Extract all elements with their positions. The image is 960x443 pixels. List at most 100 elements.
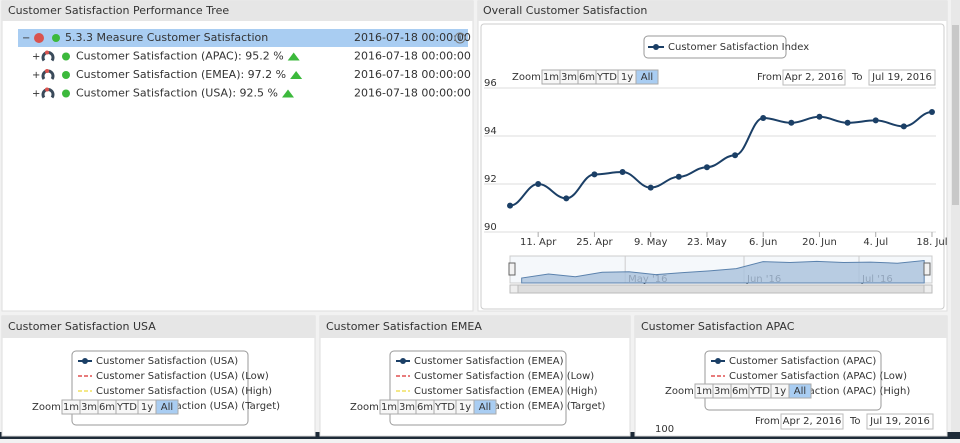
- y-tick-label: 94: [484, 126, 497, 137]
- zoom-button[interactable]: [635, 69, 659, 85]
- legend-label[interactable]: Customer Satisfaction (APAC) (Low): [729, 371, 907, 382]
- zoom-button-label[interactable]: 6m: [732, 386, 748, 397]
- series-line: [509, 111, 933, 207]
- panel-header: [478, 1, 947, 21]
- scroll-thumb[interactable]: [952, 25, 959, 205]
- legend-label[interactable]: Customer Satisfaction (USA): [96, 356, 238, 367]
- legend-label[interactable]: Customer Satisfaction (USA) (Low): [96, 371, 269, 382]
- to-input[interactable]: [866, 413, 934, 430]
- legend-marker: [653, 44, 659, 50]
- point[interactable]: [563, 195, 570, 202]
- point[interactable]: [732, 152, 739, 159]
- status-dot: [62, 52, 70, 61]
- tree-label[interactable]: Customer Satisfaction (USA): 92.5 %: [76, 87, 278, 100]
- zoom-button[interactable]: [155, 399, 179, 415]
- zoom-button-label[interactable]: 3m: [81, 402, 97, 413]
- legend-label[interactable]: Customer Satisfaction (EMEA) (High): [414, 386, 598, 397]
- zoom-button-label[interactable]: All: [794, 386, 806, 397]
- zoom-button-label[interactable]: YTD: [596, 72, 617, 83]
- from-date[interactable]: Apr 2, 2016: [785, 72, 844, 83]
- expander[interactable]: +: [32, 52, 40, 63]
- expander[interactable]: +: [32, 70, 40, 81]
- tree-label[interactable]: 5.3.3 Measure Customer Satisfaction: [65, 31, 268, 44]
- point[interactable]: [507, 202, 514, 209]
- point[interactable]: [900, 123, 907, 130]
- zoom-button-label[interactable]: 3m: [714, 386, 730, 397]
- legend-label[interactable]: Customer Satisfaction (USA) (Target): [96, 401, 280, 412]
- expander[interactable]: −: [22, 33, 30, 44]
- point[interactable]: [760, 115, 767, 121]
- panel-header: [320, 316, 630, 338]
- zoom-button-label[interactable]: 1y: [774, 386, 786, 397]
- navigator-handle[interactable]: [508, 262, 516, 276]
- legend-label[interactable]: Customer Satisfaction (APAC) (High): [729, 386, 910, 397]
- zoom-button-label[interactable]: 6m: [417, 402, 433, 413]
- info-icon[interactable]: [454, 32, 466, 44]
- point[interactable]: [844, 119, 851, 126]
- scrollbar[interactable]: [951, 0, 960, 432]
- navigator-handle[interactable]: [923, 262, 931, 276]
- zoom-button-label[interactable]: YTD: [749, 386, 770, 397]
- legend-label[interactable]: Customer Satisfaction (EMEA): [414, 356, 564, 367]
- from-input[interactable]: [782, 69, 846, 86]
- point[interactable]: [816, 113, 823, 120]
- legend-marker: [715, 358, 721, 364]
- panel-title: Customer Satisfaction USA: [8, 320, 156, 333]
- point[interactable]: [535, 181, 542, 187]
- navigator-scroll-thumb[interactable]: [517, 284, 925, 294]
- zoom-button-label[interactable]: All: [161, 402, 173, 413]
- y-tick-label: 100: [655, 424, 674, 435]
- legend-label[interactable]: Customer Satisfaction Index: [668, 42, 809, 53]
- zoom-button-label[interactable]: 3m: [399, 402, 415, 413]
- point[interactable]: [619, 169, 626, 175]
- point[interactable]: [647, 184, 654, 191]
- zoom-button-label[interactable]: 1m: [381, 402, 397, 413]
- y-tick-label: 96: [484, 78, 497, 89]
- zoom-button-label[interactable]: 1y: [621, 72, 633, 83]
- from-date[interactable]: Apr 2, 2016: [783, 416, 842, 427]
- to-input[interactable]: [868, 69, 936, 86]
- panel-title: Customer Satisfaction EMEA: [326, 320, 482, 333]
- legend-marker: [82, 358, 88, 364]
- legend-label[interactable]: Customer Satisfaction (EMEA) (Low): [414, 371, 594, 382]
- legend-label[interactable]: Customer Satisfaction (EMEA) (Target): [414, 401, 606, 412]
- zoom-button-label[interactable]: YTD: [434, 402, 455, 413]
- zoom-button-label[interactable]: 1m: [696, 386, 712, 397]
- point[interactable]: [788, 119, 795, 126]
- zoom-button-label[interactable]: 6m: [99, 402, 115, 413]
- panel-title: Overall Customer Satisfaction: [483, 4, 647, 17]
- tree-date: 2016-07-18 00:00:00: [354, 68, 471, 81]
- panel-header: [2, 316, 315, 338]
- zoom-button-label[interactable]: 1y: [459, 402, 471, 413]
- zoom-button[interactable]: [788, 383, 812, 399]
- expander[interactable]: +: [32, 89, 40, 100]
- point[interactable]: [872, 117, 879, 124]
- zoom-button-label[interactable]: 6m: [579, 72, 595, 83]
- point[interactable]: [675, 173, 682, 180]
- to-date[interactable]: Jul 19, 2016: [871, 72, 932, 83]
- zoom-button-label[interactable]: 1m: [63, 402, 79, 413]
- x-tick-label: 25. Apr: [576, 237, 613, 248]
- legend-label[interactable]: Customer Satisfaction (APAC): [729, 356, 876, 367]
- point[interactable]: [591, 171, 598, 178]
- legend-label[interactable]: Customer Satisfaction (USA) (High): [96, 386, 272, 397]
- zoom-button-label[interactable]: All: [641, 72, 653, 83]
- tree-label[interactable]: Customer Satisfaction (EMEA): 97.2 %: [76, 68, 286, 81]
- zoom-button-label[interactable]: All: [479, 402, 491, 413]
- zoom-label: Zoom: [665, 386, 694, 397]
- point[interactable]: [703, 164, 710, 171]
- zoom-button-label[interactable]: 1y: [141, 402, 153, 413]
- from-input[interactable]: [780, 413, 844, 430]
- zoom-button-label[interactable]: 3m: [561, 72, 577, 83]
- to-date[interactable]: Jul 19, 2016: [869, 416, 930, 427]
- zoom-button-label[interactable]: 1m: [543, 72, 559, 83]
- zoom-button-label[interactable]: YTD: [116, 402, 137, 413]
- x-tick-label: 9. May: [634, 237, 667, 248]
- zoom-label: Zoom: [350, 402, 379, 413]
- status-dot: [62, 89, 70, 98]
- panel-header: [635, 316, 947, 338]
- point[interactable]: [928, 109, 935, 115]
- tree-label[interactable]: Customer Satisfaction (APAC): 95.2 %: [76, 50, 284, 63]
- zoom-button[interactable]: [473, 399, 497, 415]
